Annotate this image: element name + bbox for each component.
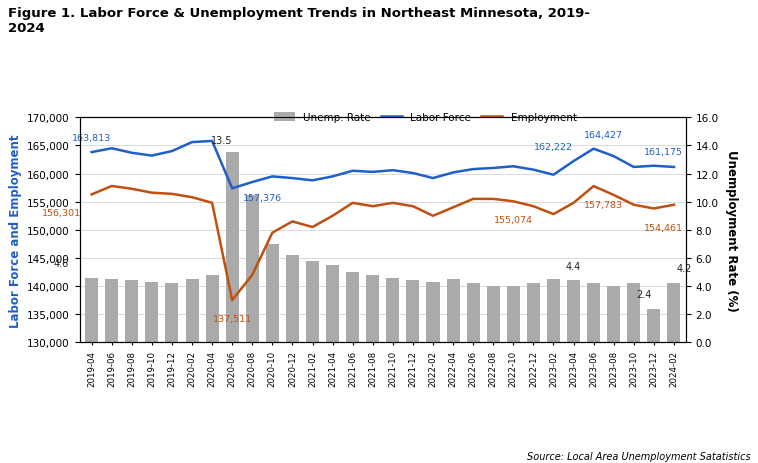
Bar	[547, 280, 560, 343]
Bar	[246, 195, 258, 343]
Bar	[186, 280, 199, 343]
Text: 4.4: 4.4	[566, 261, 581, 271]
Text: 154,461: 154,461	[644, 223, 684, 232]
Bar	[587, 284, 600, 343]
Bar	[406, 281, 419, 343]
Bar	[165, 284, 178, 343]
Y-axis label: Labor Force and Employment: Labor Force and Employment	[8, 134, 21, 327]
Bar	[366, 275, 379, 343]
Text: 4.6: 4.6	[54, 258, 69, 268]
Bar	[467, 284, 480, 343]
Bar	[487, 287, 500, 343]
Bar	[628, 284, 641, 343]
Bar	[647, 309, 660, 343]
Bar	[306, 261, 319, 343]
Bar	[667, 284, 681, 343]
Bar	[226, 153, 239, 343]
Bar	[527, 284, 540, 343]
Text: 164,427: 164,427	[584, 130, 623, 139]
Legend: Unemp. Rate, Labor Force, Employment: Unemp. Rate, Labor Force, Employment	[270, 109, 581, 127]
Bar	[387, 278, 399, 343]
Bar	[326, 265, 339, 343]
Text: 4.2: 4.2	[676, 264, 691, 274]
Bar	[567, 281, 580, 343]
Text: 156,301: 156,301	[42, 209, 81, 218]
Text: 137,511: 137,511	[213, 314, 252, 324]
Y-axis label: Unemployment Rate (%): Unemployment Rate (%)	[725, 150, 738, 311]
Bar	[105, 280, 118, 343]
Bar	[205, 275, 218, 343]
Text: 163,813: 163,813	[72, 134, 111, 143]
Text: 155,074: 155,074	[493, 216, 533, 225]
Bar	[346, 272, 359, 343]
Bar	[266, 244, 279, 343]
Bar	[125, 281, 138, 343]
Bar	[286, 256, 299, 343]
Text: Figure 1. Labor Force & Unemployment Trends in Northeast Minnesota, 2019-
2024: Figure 1. Labor Force & Unemployment Tre…	[8, 7, 590, 35]
Text: 161,175: 161,175	[644, 147, 684, 156]
Bar	[607, 287, 620, 343]
Text: Source: Local Area Unemployment Satatistics: Source: Local Area Unemployment Satatist…	[527, 450, 750, 461]
Text: 157,783: 157,783	[584, 200, 623, 210]
Bar	[146, 282, 158, 343]
Text: 157,376: 157,376	[243, 194, 282, 203]
Bar	[507, 287, 520, 343]
Bar	[446, 280, 459, 343]
Text: 2.4: 2.4	[636, 289, 652, 299]
Text: 162,222: 162,222	[534, 143, 573, 151]
Text: 13.5: 13.5	[211, 136, 233, 146]
Bar	[427, 282, 440, 343]
Bar	[85, 278, 99, 343]
